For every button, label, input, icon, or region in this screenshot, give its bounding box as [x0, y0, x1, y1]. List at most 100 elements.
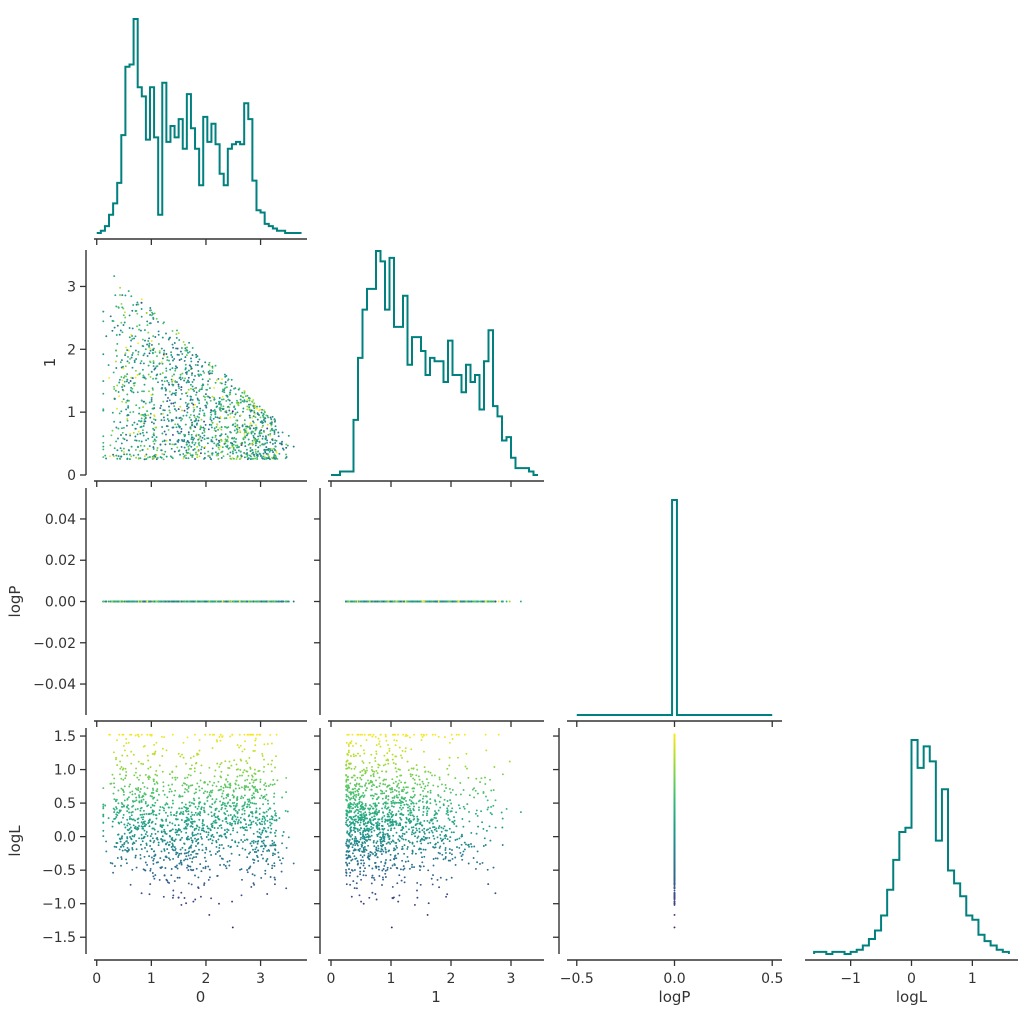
scatter-point: [256, 455, 259, 457]
scatter-point: [163, 439, 166, 442]
scatter-point: [144, 402, 147, 405]
scatter-point: [197, 438, 200, 441]
scatter-point: [177, 425, 180, 427]
scatter-point: [233, 387, 236, 390]
scatter-point: [102, 448, 105, 451]
scatter-point: [251, 404, 254, 407]
scatter-point: [228, 409, 231, 412]
scatter-point: [199, 863, 202, 866]
scatter-point: [182, 341, 185, 343]
scatter-point: [168, 405, 170, 408]
scatter-point: [172, 402, 175, 405]
scatter-point: [184, 434, 187, 437]
scatter-point: [109, 444, 112, 447]
scatter-point: [187, 786, 190, 789]
scatter-point: [219, 381, 222, 384]
scatter-point: [145, 831, 148, 833]
scatter-point: [146, 320, 149, 323]
scatter-point: [148, 360, 151, 363]
scatter-point: [224, 438, 227, 441]
scatter-point: [157, 793, 160, 796]
scatter-point: [237, 820, 240, 823]
scatter-point: [189, 395, 192, 398]
scatter-point: [136, 391, 139, 394]
scatter-point: [119, 421, 122, 424]
scatter-point: [228, 600, 231, 603]
scatter-point: [166, 414, 169, 417]
scatter-point: [194, 374, 196, 377]
scatter-point: [287, 600, 290, 603]
scatter-point: [238, 387, 241, 390]
scatter-point: [228, 760, 231, 763]
scatter-point: [153, 442, 156, 445]
scatter-point: [138, 407, 141, 409]
scatter-point: [164, 811, 167, 814]
scatter-point: [224, 433, 227, 436]
scatter-point: [123, 385, 126, 387]
scatter-point: [261, 422, 264, 424]
scatter-point: [147, 340, 150, 342]
scatter-point: [229, 451, 232, 454]
scatter-point: [175, 426, 178, 429]
scatter-point: [193, 443, 196, 446]
scatter-point: [196, 807, 199, 810]
scatter-point: [236, 845, 239, 848]
scatter-point: [122, 398, 125, 401]
scatter-point: [236, 744, 239, 747]
scatter-point: [154, 367, 157, 370]
scatter-point: [387, 600, 390, 603]
scatter-point: [361, 600, 364, 603]
scatter-point: [200, 365, 203, 368]
scatter-point: [127, 290, 130, 293]
scatter-point: [119, 361, 122, 364]
scatter-point: [186, 403, 189, 406]
scatter-point: [179, 376, 182, 379]
scatter-point: [102, 445, 105, 448]
scatter-point: [131, 810, 134, 813]
scatter-point: [210, 600, 213, 603]
scatter-point: [163, 409, 166, 412]
y-tick-label: 0.00: [45, 595, 76, 611]
scatter-point: [240, 894, 243, 897]
scatter-point: [187, 433, 190, 436]
scatter-point: [229, 799, 232, 801]
scatter-point: [241, 424, 244, 427]
scatter-point: [152, 432, 155, 435]
scatter-point: [229, 393, 231, 396]
scatter-point: [115, 440, 118, 443]
scatter-point: [211, 372, 213, 375]
scatter-point: [224, 381, 227, 384]
scatter-point: [137, 453, 140, 456]
scatter-point: [237, 403, 239, 406]
scatter-point: [183, 359, 186, 362]
scatter-point: [126, 846, 129, 849]
scatter-point: [245, 453, 248, 455]
scatter-point: [163, 600, 165, 603]
scatter-point: [122, 324, 125, 326]
scatter-point: [144, 861, 147, 864]
scatter-point: [190, 764, 193, 767]
scatter-point: [132, 454, 135, 457]
scatter-point: [120, 455, 123, 458]
scatter-point: [219, 434, 222, 437]
scatter-point: [185, 392, 188, 395]
scatter-point: [196, 415, 199, 418]
y-tick-label: 0.5: [54, 796, 76, 812]
scatter-point: [246, 778, 249, 781]
scatter-point: [234, 444, 237, 447]
scatter-point: [171, 776, 174, 779]
scatter-point: [233, 406, 236, 409]
scatter-point: [140, 425, 143, 428]
scatter-point: [159, 443, 162, 446]
scatter-point: [232, 447, 235, 449]
scatter-point: [244, 829, 247, 831]
scatter-point: [128, 336, 131, 339]
scatter-point: [138, 439, 141, 442]
scatter-point: [149, 883, 152, 886]
scatter-point: [121, 306, 124, 309]
scatter-point: [181, 417, 184, 420]
scatter-point: [177, 332, 180, 335]
scatter-point: [203, 420, 206, 423]
scatter-point: [192, 388, 195, 391]
scatter-point: [215, 402, 218, 405]
